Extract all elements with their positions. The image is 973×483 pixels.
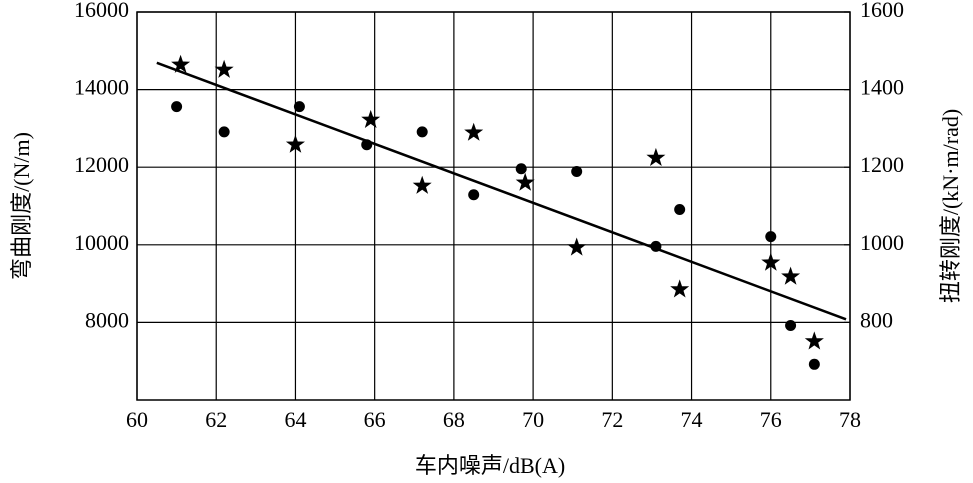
plot-frame <box>136 11 851 401</box>
circle-point <box>416 126 428 138</box>
x-tick-label: 60 <box>126 407 148 432</box>
y2-tick-label: 1400 <box>860 75 904 100</box>
y2-tick-label: 1600 <box>860 0 904 22</box>
trend-line <box>156 61 847 321</box>
circle-point <box>293 101 305 113</box>
x-tick-label: 76 <box>760 407 782 432</box>
star-point <box>646 147 666 166</box>
star-point <box>567 237 587 256</box>
y-axis-title: 弯曲刚度/(N/m) <box>9 132 34 280</box>
star-point <box>171 54 191 73</box>
star-point <box>781 266 801 285</box>
x-tick-label: 66 <box>364 407 386 432</box>
x-tick-label: 70 <box>522 407 544 432</box>
x-tick-label: 78 <box>839 407 861 432</box>
star-point <box>214 59 234 78</box>
x-tick-label: 64 <box>284 407 306 432</box>
y-tick-label: 8000 <box>85 307 129 332</box>
x-tick-label: 62 <box>205 407 227 432</box>
star-point <box>515 172 535 191</box>
y-tick-label: 10000 <box>74 230 129 255</box>
y-tick-label: 16000 <box>74 0 129 22</box>
y2-tick-label: 1000 <box>860 230 904 255</box>
circle-point <box>218 126 230 138</box>
circle-point <box>171 101 183 113</box>
circle-point <box>571 165 583 177</box>
circle-point <box>765 231 777 243</box>
y2-axis-title: 扭转刚度/(kN·m/rad) <box>938 109 963 303</box>
circle-point <box>785 320 797 332</box>
y2-tick-label: 1200 <box>860 152 904 177</box>
x-tick-label: 68 <box>443 407 465 432</box>
circle-point <box>674 203 686 215</box>
star-point <box>412 175 432 194</box>
y-tick-label: 12000 <box>74 152 129 177</box>
x-tick-label: 74 <box>681 407 703 432</box>
star-point <box>761 252 781 271</box>
star-point <box>670 279 690 298</box>
star-point <box>285 134 305 153</box>
circle-point <box>808 358 820 370</box>
x-axis-title: 车内噪声/dB(A) <box>415 453 565 478</box>
y2-tick-label: 800 <box>860 307 893 332</box>
star-point <box>361 109 381 128</box>
circle-point <box>515 163 527 175</box>
circle-point <box>468 189 480 201</box>
star-point <box>804 331 824 350</box>
y-tick-label: 14000 <box>74 75 129 100</box>
x-tick-label: 72 <box>601 407 623 432</box>
star-point <box>464 122 484 141</box>
